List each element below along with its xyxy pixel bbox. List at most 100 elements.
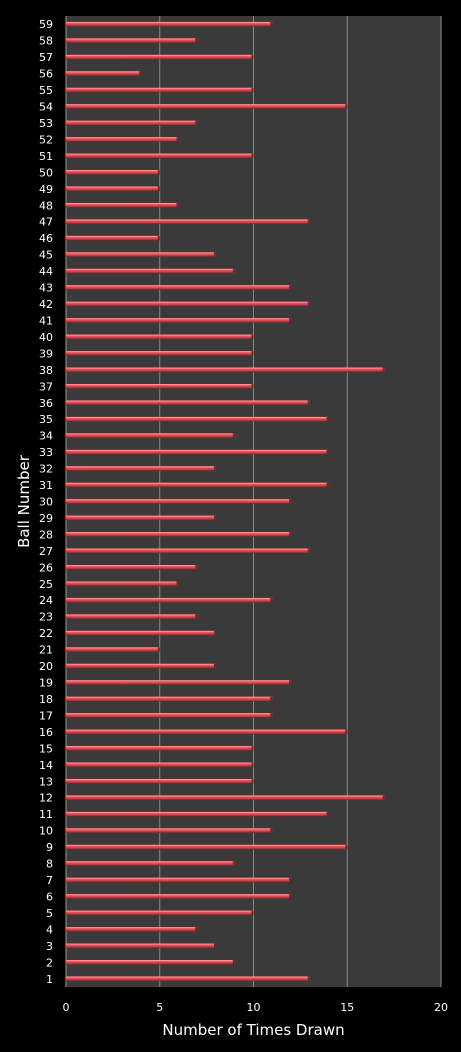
bar-end-cap (176, 137, 179, 142)
bar-end-cap (307, 301, 310, 307)
bar (66, 87, 254, 93)
bar-group (66, 351, 254, 356)
y-tick-label: 11 (39, 808, 53, 821)
bar-end-cap (326, 811, 329, 817)
x-tick-label: 10 (247, 1001, 261, 1014)
y-tick-label: 33 (39, 446, 53, 459)
bar (66, 104, 348, 109)
y-tick-label: 58 (39, 35, 53, 48)
bar-end-cap (289, 877, 291, 883)
bar-end-cap (270, 597, 273, 603)
y-tick-label: 53 (39, 117, 53, 130)
y-tick-label: 41 (39, 314, 53, 327)
bar (66, 38, 198, 43)
y-tick-label: 40 (39, 331, 53, 344)
y-tick-label: 21 (39, 644, 53, 657)
bar-end-cap (251, 383, 254, 389)
bar (66, 696, 273, 702)
bars (66, 21, 385, 982)
y-axis-title: Ball Number (15, 454, 33, 548)
bar-group (66, 811, 329, 817)
bar (66, 449, 329, 455)
bar-end-cap (251, 746, 254, 751)
bar-end-cap (214, 515, 216, 521)
bar (66, 202, 179, 208)
bar-group (66, 696, 273, 702)
bar (66, 811, 329, 817)
y-tick-labels: 1234567891011121314151617181920212223242… (39, 18, 53, 986)
bar-end-cap (251, 910, 254, 916)
y-tick-label: 18 (39, 693, 53, 706)
bar (66, 21, 273, 27)
bar (66, 894, 291, 899)
bar (66, 367, 385, 373)
bar-group (66, 515, 216, 521)
bar-end-cap (270, 828, 273, 833)
bar-group (66, 861, 235, 866)
bar-end-cap (195, 120, 198, 126)
bar (66, 252, 216, 257)
bar-group (66, 104, 348, 109)
bar-group (66, 318, 291, 323)
bar-group (66, 844, 348, 850)
bar-end-cap (214, 663, 216, 669)
bar-group (66, 894, 291, 899)
bar-end-cap (251, 54, 254, 60)
y-tick-label: 27 (39, 545, 53, 558)
bar-end-cap (195, 565, 198, 570)
bar-group (66, 334, 254, 340)
bar-end-cap (195, 614, 198, 620)
y-tick-label: 17 (39, 709, 53, 722)
bar-end-cap (214, 943, 216, 949)
y-tick-label: 20 (39, 660, 53, 673)
y-tick-label: 35 (39, 413, 53, 426)
y-tick-label: 45 (39, 249, 53, 262)
bar-group (66, 499, 291, 504)
x-tick-label: 20 (434, 1001, 448, 1014)
y-tick-label: 7 (46, 874, 53, 887)
y-tick-label: 55 (39, 84, 53, 97)
bar (66, 647, 160, 652)
bar-end-cap (289, 318, 291, 323)
bar-group (66, 877, 291, 883)
bar-end-cap (382, 795, 385, 801)
bar (66, 581, 179, 587)
bar-end-cap (251, 334, 254, 340)
bar-group (66, 252, 216, 257)
x-tick-labels: 0 5 10 15 20 (63, 1001, 449, 1014)
y-tick-label: 30 (39, 496, 53, 509)
bar-group (66, 21, 273, 27)
bar-group (66, 548, 310, 554)
bar-end-cap (326, 482, 329, 488)
bar (66, 268, 235, 274)
bar (66, 548, 310, 554)
bar (66, 910, 254, 916)
bar (66, 663, 216, 669)
y-tick-label: 56 (39, 68, 53, 81)
bar (66, 614, 198, 620)
bar-end-cap (251, 87, 254, 93)
bar (66, 351, 254, 356)
bar (66, 877, 291, 883)
bar-end-cap (157, 186, 160, 192)
bar-group (66, 367, 385, 373)
bar-group (66, 235, 160, 241)
bar (66, 318, 291, 323)
bar-group (66, 943, 216, 949)
bar-group (66, 795, 385, 801)
y-tick-label: 3 (46, 940, 53, 953)
bar-group (66, 729, 348, 735)
bar (66, 433, 235, 438)
bar (66, 186, 160, 192)
bar-group (66, 927, 198, 932)
bar-end-cap (157, 170, 160, 175)
bar (66, 597, 273, 603)
bar (66, 219, 310, 225)
y-tick-label: 26 (39, 561, 53, 574)
bar-group (66, 301, 310, 307)
bar (66, 927, 198, 932)
bar-end-cap (214, 252, 216, 257)
bar (66, 235, 160, 241)
bar-end-cap (345, 729, 348, 735)
